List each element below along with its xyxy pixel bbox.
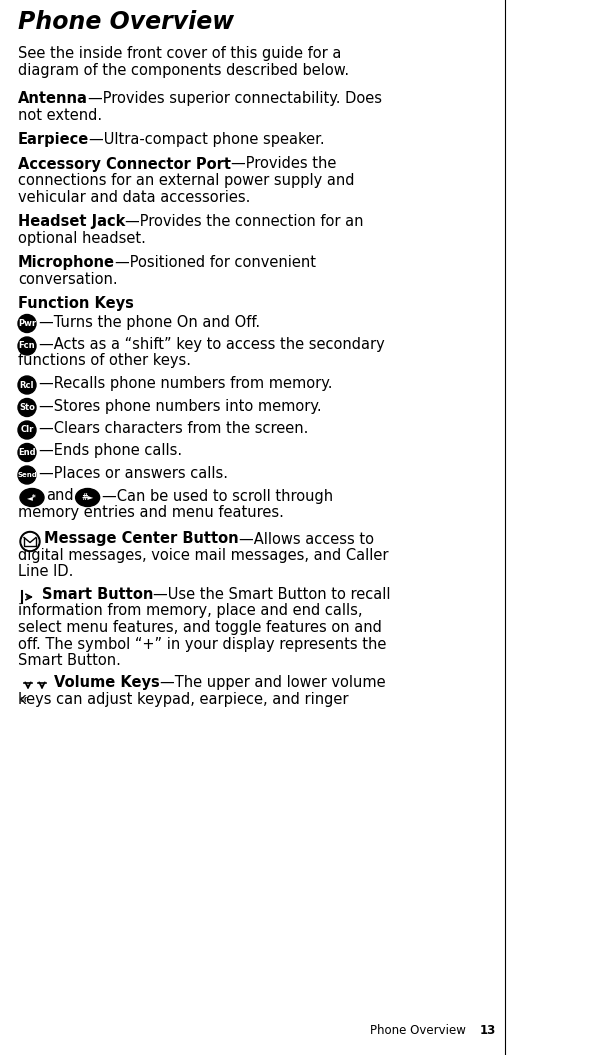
Text: —Provides the: —Provides the xyxy=(231,156,336,172)
Text: and: and xyxy=(46,488,74,503)
Circle shape xyxy=(18,466,36,484)
Text: ◄*: ◄* xyxy=(27,493,37,502)
Text: off. The symbol “+” in your display represents the: off. The symbol “+” in your display repr… xyxy=(18,636,386,652)
Text: Phone Overview: Phone Overview xyxy=(18,9,234,34)
Text: —Allows access to: —Allows access to xyxy=(238,532,374,546)
Text: Smart Button.: Smart Button. xyxy=(18,653,121,668)
Text: not extend.: not extend. xyxy=(18,108,102,122)
Text: vehicular and data accessories.: vehicular and data accessories. xyxy=(18,190,250,205)
Text: —Provides superior connectability. Does: —Provides superior connectability. Does xyxy=(88,91,382,106)
Text: —Stores phone numbers into memory.: —Stores phone numbers into memory. xyxy=(39,399,322,414)
Text: Function Keys: Function Keys xyxy=(18,296,134,311)
Text: diagram of the components described below.: diagram of the components described belo… xyxy=(18,62,349,77)
Text: Headset Jack: Headset Jack xyxy=(18,214,125,229)
Text: —Can be used to scroll through: —Can be used to scroll through xyxy=(102,488,333,503)
Text: select menu features, and toggle features on and: select menu features, and toggle feature… xyxy=(18,620,382,635)
Circle shape xyxy=(18,337,36,354)
Text: Pwr: Pwr xyxy=(18,319,36,328)
Text: Phone Overview: Phone Overview xyxy=(370,1024,466,1037)
Text: —Ends phone calls.: —Ends phone calls. xyxy=(39,443,182,459)
Circle shape xyxy=(18,314,36,332)
Text: —Ultra-compact phone speaker.: —Ultra-compact phone speaker. xyxy=(89,132,325,147)
Text: Earpiece: Earpiece xyxy=(18,132,89,147)
Text: See the inside front cover of this guide for a: See the inside front cover of this guide… xyxy=(18,46,342,61)
Text: Antenna: Antenna xyxy=(18,91,88,106)
Circle shape xyxy=(18,399,36,417)
Text: Rcl: Rcl xyxy=(20,381,34,389)
Text: keys can adjust keypad, earpiece, and ringer: keys can adjust keypad, earpiece, and ri… xyxy=(18,692,349,707)
Text: Send: Send xyxy=(17,472,37,478)
Text: —Recalls phone numbers from memory.: —Recalls phone numbers from memory. xyxy=(39,376,333,391)
Text: Smart Button: Smart Button xyxy=(42,587,153,602)
Text: Clr: Clr xyxy=(20,425,34,435)
Text: Accessory Connector Port: Accessory Connector Port xyxy=(18,156,231,172)
Circle shape xyxy=(18,443,36,461)
Text: —Use the Smart Button to recall: —Use the Smart Button to recall xyxy=(153,587,391,602)
Text: Line ID.: Line ID. xyxy=(18,564,73,579)
Text: End: End xyxy=(18,448,36,457)
Text: connections for an external power supply and: connections for an external power supply… xyxy=(18,173,355,188)
Text: —The upper and lower volume: —The upper and lower volume xyxy=(160,675,386,691)
Text: digital messages, voice mail messages, and Caller: digital messages, voice mail messages, a… xyxy=(18,548,389,563)
Text: Message Center Button: Message Center Button xyxy=(44,532,238,546)
Text: information from memory, place and end calls,: information from memory, place and end c… xyxy=(18,603,362,618)
Text: —Turns the phone On and Off.: —Turns the phone On and Off. xyxy=(39,314,260,329)
Circle shape xyxy=(20,532,40,552)
Text: —Clears characters from the screen.: —Clears characters from the screen. xyxy=(39,421,308,436)
Ellipse shape xyxy=(20,488,44,506)
Text: —Acts as a “shift” key to access the secondary: —Acts as a “shift” key to access the sec… xyxy=(39,337,385,352)
Text: memory entries and menu features.: memory entries and menu features. xyxy=(18,505,284,520)
Text: #►: #► xyxy=(82,493,94,502)
Text: functions of other keys.: functions of other keys. xyxy=(18,353,191,368)
Text: Fcn: Fcn xyxy=(18,342,35,350)
Circle shape xyxy=(22,534,38,550)
Text: conversation.: conversation. xyxy=(18,271,117,287)
Text: Sto: Sto xyxy=(19,403,35,413)
Circle shape xyxy=(18,376,36,394)
Text: Volume Keys: Volume Keys xyxy=(54,675,160,691)
Text: —Places or answers calls.: —Places or answers calls. xyxy=(39,466,228,481)
Text: —Positioned for convenient: —Positioned for convenient xyxy=(115,255,316,270)
Text: optional headset.: optional headset. xyxy=(18,230,146,246)
Text: —Provides the connection for an: —Provides the connection for an xyxy=(125,214,364,229)
Text: 13: 13 xyxy=(480,1024,496,1037)
Text: or: or xyxy=(20,694,29,704)
Ellipse shape xyxy=(76,488,100,506)
Circle shape xyxy=(18,421,36,439)
Text: Microphone: Microphone xyxy=(18,255,115,270)
